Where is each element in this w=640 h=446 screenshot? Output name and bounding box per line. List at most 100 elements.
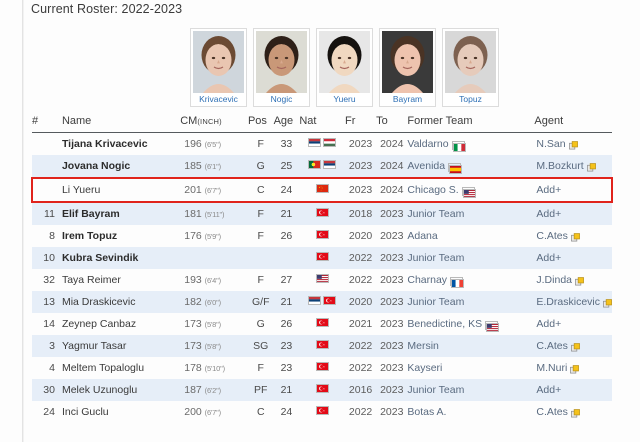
cell-from-year: 2020 xyxy=(344,291,377,313)
flag-turkey-icon: ★ xyxy=(315,318,329,327)
player-portrait-icon xyxy=(445,31,496,93)
column-header-agent[interactable]: Agent xyxy=(534,115,612,133)
table-row[interactable]: Tijana Krivacevic 196 (6'5") F 33 2023 2024 Va… xyxy=(32,132,612,155)
cell-former-team[interactable]: Botas A. xyxy=(407,401,535,423)
cell-player-name[interactable]: Yagmur Tasar xyxy=(61,335,181,357)
cell-player-name[interactable]: Inci Guclu xyxy=(61,401,181,423)
cell-former-team[interactable]: Benedictine, KS xyxy=(407,313,535,335)
column-header-nat[interactable]: Nat xyxy=(299,115,345,133)
cell-player-name[interactable]: Jovana Nogic xyxy=(61,155,181,178)
cell-player-name[interactable]: Mia Draskicevic xyxy=(61,291,181,313)
cell-former-team[interactable]: Mersin xyxy=(407,335,535,357)
player-photo-caption[interactable]: Nogic xyxy=(270,94,293,104)
cell-agent[interactable]: M.Nuri xyxy=(534,357,612,379)
player-photo-caption[interactable]: Topuz xyxy=(459,94,482,104)
cell-player-name[interactable]: Tijana Krivacevic xyxy=(61,132,181,155)
cell-number: 11 xyxy=(32,202,62,225)
cell-player-name[interactable]: Zeynep Canbaz xyxy=(61,313,181,335)
column-header-pos[interactable]: Pos xyxy=(247,115,274,133)
cell-position: SG xyxy=(247,335,274,357)
external-link-icon[interactable] xyxy=(570,342,580,352)
column-header-cm[interactable]: CM(INCH) xyxy=(180,115,248,133)
cell-agent[interactable]: Add+ xyxy=(534,177,613,203)
team-country-flag xyxy=(461,186,476,199)
height-inches: (6'7") xyxy=(204,408,221,417)
player-photo-card[interactable]: Krivacevic xyxy=(190,28,247,107)
cell-former-team[interactable]: Chicago S. xyxy=(407,177,535,203)
player-photo-card[interactable]: Topuz xyxy=(442,28,499,107)
cell-agent[interactable]: C.Ates xyxy=(534,401,612,423)
cell-from-year: 2023 xyxy=(344,132,377,155)
svg-text:★: ★ xyxy=(321,187,322,189)
cell-former-team[interactable]: Junior Team xyxy=(407,247,535,269)
cell-former-team[interactable]: Junior Team xyxy=(407,202,535,225)
cell-nationality: ★ xyxy=(299,313,345,335)
cell-former-team[interactable]: Adana xyxy=(407,225,535,247)
cell-height: 196 (6'5") xyxy=(180,132,248,155)
cell-player-name[interactable]: Meltem Topaloglu xyxy=(61,357,181,379)
column-header-age[interactable]: Age xyxy=(273,115,300,133)
external-link-icon[interactable] xyxy=(575,276,584,286)
external-link-icon[interactable] xyxy=(570,232,580,242)
cell-former-team[interactable]: Valdarno xyxy=(407,132,535,155)
cell-former-team[interactable]: Kayseri xyxy=(407,357,535,379)
player-photo-card[interactable]: Yueru xyxy=(316,28,373,107)
cell-to-year: 2023 xyxy=(376,269,408,291)
cell-agent[interactable]: C.Ates xyxy=(534,225,612,247)
cell-player-name[interactable]: Elif Bayram xyxy=(61,202,181,225)
cell-player-name[interactable]: Li Yueru xyxy=(61,177,181,203)
player-photo-card[interactable]: Nogic xyxy=(253,28,310,107)
external-link-icon[interactable] xyxy=(570,364,580,374)
column-header-number[interactable]: # xyxy=(32,115,62,133)
player-photo-card[interactable]: Bayram xyxy=(379,28,436,107)
cell-player-name[interactable]: Irem Topuz xyxy=(61,225,181,247)
cell-to-year: 2023 xyxy=(376,247,408,269)
cell-age: 21 xyxy=(273,202,300,225)
cell-agent[interactable]: E.Draskicevic xyxy=(534,291,612,313)
player-photo-caption[interactable]: Krivacevic xyxy=(199,94,238,104)
cell-agent[interactable]: J.Dinda xyxy=(534,269,612,291)
cell-former-team[interactable]: Junior Team xyxy=(407,379,535,401)
external-link-icon[interactable] xyxy=(570,408,580,418)
external-link-icon[interactable] xyxy=(586,162,596,172)
cell-former-team[interactable]: Avenida xyxy=(407,155,535,178)
cell-player-name[interactable]: Kubra Sevindik xyxy=(61,247,181,269)
column-header-former-team[interactable]: Former Team xyxy=(407,115,535,133)
cell-agent[interactable]: Add+ xyxy=(534,247,612,269)
external-link-icon[interactable] xyxy=(603,298,612,308)
player-photo-caption[interactable]: Bayram xyxy=(392,94,423,104)
cell-agent[interactable]: N.San xyxy=(534,132,612,155)
nationality-flags: ★ xyxy=(315,362,329,371)
column-header-fr[interactable]: Fr xyxy=(344,115,377,133)
cell-player-name[interactable]: Taya Reimer xyxy=(61,269,181,291)
cell-former-team[interactable]: Charnay xyxy=(407,269,535,291)
column-header-name[interactable]: Name xyxy=(61,115,181,133)
cell-agent[interactable]: Add+ xyxy=(534,202,612,225)
table-row[interactable]: Jovana Nogic 185 (6'1") G 25 2023 2024 Avenida… xyxy=(32,155,612,178)
cell-agent[interactable]: Add+ xyxy=(534,313,612,335)
table-row[interactable]: 32 Taya Reimer 193 (6'4") F 27 2022 2023 Charna… xyxy=(32,269,612,291)
cell-age: 25 xyxy=(273,155,300,178)
svg-text:★: ★ xyxy=(318,186,320,189)
player-photo-caption[interactable]: Yueru xyxy=(333,94,356,104)
external-link-icon[interactable] xyxy=(568,140,578,150)
cell-age: 33 xyxy=(273,132,300,155)
cell-agent[interactable]: C.Ates xyxy=(534,335,612,357)
cell-former-team[interactable]: Junior Team xyxy=(407,291,535,313)
cell-age: 23 xyxy=(273,357,300,379)
cell-agent[interactable]: Add+ xyxy=(534,379,612,401)
cell-agent[interactable]: M.Bozkurt xyxy=(534,155,612,178)
cell-player-name[interactable]: Melek Uzunoglu xyxy=(61,379,181,401)
column-header-to[interactable]: To xyxy=(376,115,408,133)
flag-serbia-icon xyxy=(308,138,322,147)
